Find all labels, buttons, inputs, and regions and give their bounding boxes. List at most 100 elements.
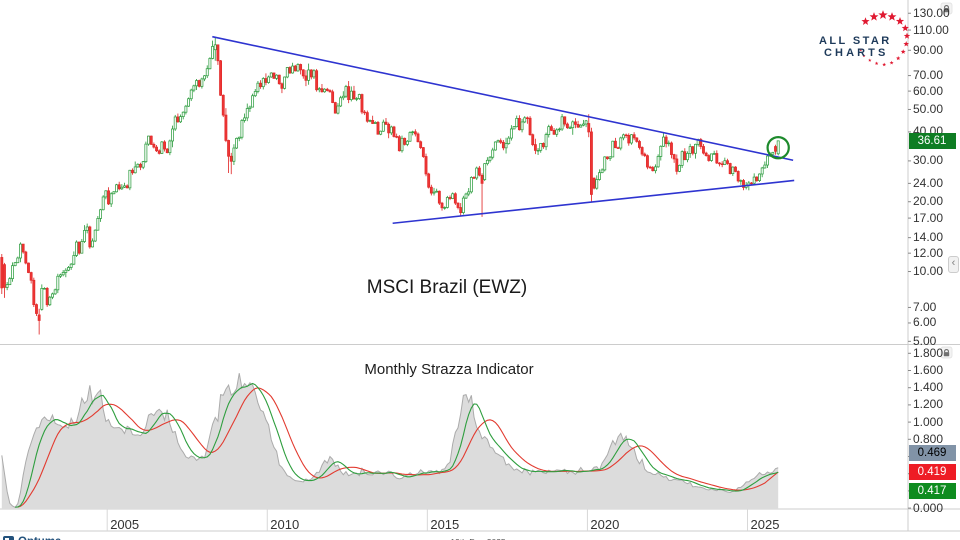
candle-body bbox=[291, 65, 295, 74]
candle-body bbox=[477, 167, 481, 176]
candle-body bbox=[563, 116, 567, 125]
star-icon bbox=[903, 32, 911, 39]
candle-body bbox=[480, 174, 484, 184]
candle-body bbox=[200, 78, 204, 87]
candle-body bbox=[288, 67, 292, 74]
candle-body bbox=[405, 140, 409, 145]
trendline-lower[interactable] bbox=[392, 179, 795, 225]
candle-body bbox=[413, 131, 417, 135]
year-label: 2025 bbox=[750, 516, 780, 532]
candle-body bbox=[459, 207, 463, 213]
candle-body bbox=[451, 193, 455, 199]
candle-body bbox=[221, 94, 225, 116]
candle-body bbox=[136, 163, 140, 168]
candle-body bbox=[456, 202, 460, 208]
candle-body bbox=[531, 134, 535, 145]
candle-body bbox=[771, 152, 775, 155]
candle-body bbox=[67, 267, 70, 271]
candle-body bbox=[493, 141, 497, 151]
candle-body bbox=[123, 185, 126, 188]
candle-body bbox=[419, 141, 423, 148]
year-label: 2015 bbox=[430, 516, 460, 532]
candle-body bbox=[195, 80, 198, 87]
lock-icon[interactable] bbox=[940, 346, 953, 364]
candle-body bbox=[702, 146, 705, 154]
candle-body bbox=[408, 132, 412, 142]
candle-body bbox=[595, 179, 599, 189]
trendline-upper[interactable] bbox=[212, 35, 794, 162]
star-icon bbox=[903, 41, 910, 47]
candle-body bbox=[739, 180, 743, 182]
candle-body bbox=[373, 122, 377, 124]
candle-body bbox=[379, 130, 383, 135]
year-label: 2010 bbox=[270, 516, 300, 532]
candle-body bbox=[723, 160, 727, 165]
candle-body bbox=[421, 147, 425, 157]
candle-body bbox=[352, 90, 356, 100]
candle-body bbox=[184, 105, 188, 113]
candle-body bbox=[149, 135, 153, 145]
candle-body bbox=[718, 162, 721, 165]
candle-body bbox=[53, 289, 57, 295]
candle-body bbox=[776, 140, 780, 155]
candle-body bbox=[163, 141, 166, 150]
lock-icon[interactable] bbox=[940, 2, 953, 20]
optuma-logo-glyph bbox=[5, 538, 9, 540]
candle-body bbox=[448, 197, 452, 199]
candle-body bbox=[758, 173, 761, 181]
candle-body bbox=[467, 191, 471, 195]
candle-body bbox=[656, 156, 660, 168]
year-label: 2020 bbox=[590, 516, 620, 532]
slow-value-badge: 0.419 bbox=[908, 464, 956, 481]
candle-body bbox=[678, 164, 681, 172]
candle-body bbox=[606, 156, 609, 159]
candle-body bbox=[360, 94, 364, 113]
candle-body bbox=[435, 190, 439, 193]
candle-body bbox=[296, 64, 300, 72]
star-icon bbox=[869, 12, 879, 21]
candle-body bbox=[157, 150, 161, 154]
candle-body bbox=[109, 193, 113, 205]
candle-body bbox=[504, 143, 508, 149]
candle-body bbox=[664, 136, 668, 144]
candle-body bbox=[141, 161, 145, 168]
candle-body bbox=[179, 116, 182, 123]
candle-body bbox=[429, 186, 433, 194]
candle-body bbox=[160, 141, 164, 154]
candle-body bbox=[688, 146, 692, 154]
candle-body bbox=[381, 121, 385, 132]
candle-body bbox=[51, 293, 54, 298]
candle-body bbox=[680, 151, 684, 166]
candle-body bbox=[155, 146, 158, 152]
candle-body bbox=[272, 72, 276, 79]
candle-body bbox=[400, 137, 404, 152]
price-tick-label: 5.00 bbox=[913, 333, 937, 348]
price-tick-label: 30.00 bbox=[913, 153, 944, 168]
candle-body bbox=[336, 105, 340, 114]
candle-body bbox=[643, 153, 647, 157]
candle-body bbox=[384, 121, 388, 125]
candle-body bbox=[8, 278, 12, 286]
annotations[interactable] bbox=[212, 35, 795, 225]
breakout-circle[interactable] bbox=[766, 136, 790, 160]
indicator-tick-label: 1.600 bbox=[913, 363, 944, 377]
candle-body bbox=[445, 197, 449, 208]
collapse-panel-button[interactable]: ‹ bbox=[948, 256, 959, 273]
candle-body bbox=[45, 287, 49, 306]
time-axis[interactable] bbox=[0, 509, 960, 531]
candle-body bbox=[472, 177, 476, 179]
candle-body bbox=[237, 136, 241, 139]
candle-body bbox=[720, 163, 724, 166]
year-label: 2005 bbox=[110, 516, 140, 532]
candle-body bbox=[731, 166, 735, 174]
candle-body bbox=[245, 108, 249, 119]
indicator-tick-label: 1.000 bbox=[913, 414, 944, 429]
candle-body bbox=[699, 139, 703, 147]
candle-body bbox=[253, 91, 257, 97]
candle-body bbox=[285, 67, 289, 78]
candle-body bbox=[411, 131, 415, 133]
candle-body bbox=[766, 155, 769, 166]
candle-body bbox=[192, 85, 196, 91]
candle-body bbox=[293, 65, 297, 72]
